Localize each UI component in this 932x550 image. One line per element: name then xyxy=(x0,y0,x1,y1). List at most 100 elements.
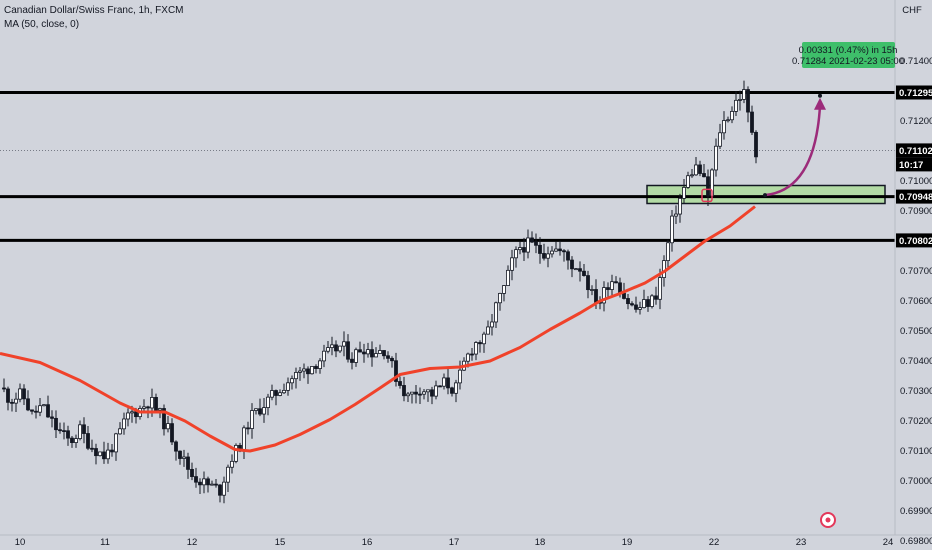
candle-body xyxy=(570,259,574,270)
candle-body xyxy=(558,248,562,252)
candle-body xyxy=(334,344,338,352)
candle-body xyxy=(154,397,158,411)
candle-body xyxy=(270,390,274,398)
candle-body xyxy=(234,444,238,462)
candle-body xyxy=(90,447,94,450)
candle-body xyxy=(490,321,494,328)
candle-body xyxy=(38,405,42,413)
candle-body xyxy=(338,345,342,352)
price-tag-lower-bg xyxy=(896,233,932,248)
price-tag-support: 0.70948 xyxy=(899,192,932,203)
candle-body xyxy=(210,483,214,486)
candle-body xyxy=(706,176,710,197)
candle-body xyxy=(310,366,314,375)
y-tick-label: 0.71000 xyxy=(900,176,932,187)
candle-body xyxy=(594,289,598,303)
candle-body xyxy=(54,417,58,431)
candle-body xyxy=(414,391,418,395)
x-tick-label: 12 xyxy=(187,537,198,548)
candle-body xyxy=(634,304,638,310)
candle-body xyxy=(694,164,698,176)
candle-body xyxy=(622,292,626,299)
candle-body xyxy=(378,350,382,354)
candle-body xyxy=(350,358,354,363)
candle-body xyxy=(194,476,198,483)
candle-body xyxy=(574,268,578,271)
candle-body xyxy=(22,388,26,400)
candle-body xyxy=(386,355,390,359)
candle-body xyxy=(306,368,310,375)
candle-body xyxy=(738,99,742,101)
y-tick-label: 0.70000 xyxy=(900,476,932,487)
y-tick-label: 0.70400 xyxy=(900,356,932,367)
candle-body xyxy=(122,418,126,430)
y-tick-label: 0.69900 xyxy=(900,506,932,517)
candle-body xyxy=(718,132,722,147)
candle-body xyxy=(26,398,30,411)
candle-body xyxy=(374,353,378,358)
candle-body xyxy=(302,368,306,372)
candle-body xyxy=(118,428,122,435)
x-tick-label: 16 xyxy=(362,537,373,548)
candle-body xyxy=(730,111,734,121)
y-tick-label: 0.70300 xyxy=(900,386,932,397)
candle-body xyxy=(442,377,446,387)
candle-body xyxy=(734,99,738,112)
candle-body xyxy=(250,410,254,429)
candle-body xyxy=(106,449,110,460)
candle-body xyxy=(354,349,358,363)
x-tick-label: 17 xyxy=(449,537,460,548)
price-tag-countdown-bg xyxy=(896,157,932,172)
candle-body xyxy=(18,388,22,400)
candle-body xyxy=(62,430,66,433)
candle-body xyxy=(422,391,426,395)
candle-body xyxy=(642,299,646,309)
candle-body xyxy=(470,353,474,356)
candle-body xyxy=(514,249,518,259)
candle-body xyxy=(202,478,206,486)
candle-body xyxy=(418,393,422,396)
projection-arrow xyxy=(764,105,822,197)
candle-body xyxy=(690,174,694,177)
candle-body xyxy=(654,295,658,300)
candle-body xyxy=(446,377,450,389)
candle-body xyxy=(30,409,34,412)
candle-body xyxy=(86,433,90,449)
candle-body xyxy=(638,307,642,310)
candle-body xyxy=(10,401,14,404)
candle-body xyxy=(174,441,178,452)
candle-body xyxy=(510,257,514,271)
candle-body xyxy=(282,389,286,394)
candle-body xyxy=(726,119,730,122)
candle-body xyxy=(150,397,154,409)
candle-body xyxy=(454,382,458,394)
candle-body xyxy=(342,341,346,347)
candle-body xyxy=(322,350,326,362)
price-tag-resistance: 0.71295 xyxy=(899,88,932,99)
y-tick-label: 0.70100 xyxy=(900,446,932,457)
candle-body xyxy=(162,408,166,430)
settings-icon[interactable] xyxy=(820,512,836,528)
candle-body xyxy=(158,408,162,411)
candle-body xyxy=(486,326,490,335)
candle-body xyxy=(370,349,374,358)
candle-body xyxy=(358,349,362,353)
candle-body xyxy=(262,407,266,415)
candle-body xyxy=(434,385,438,397)
candle-body xyxy=(450,387,454,394)
candle-body xyxy=(550,250,554,255)
y-tick-label: 0.71400 xyxy=(900,56,932,67)
candle-body xyxy=(410,391,414,395)
candle-body xyxy=(170,423,174,443)
candle-body xyxy=(602,287,606,304)
candle-body xyxy=(494,302,498,323)
candle-body xyxy=(466,353,470,362)
y-tick-label: 0.70600 xyxy=(900,296,932,307)
candle-body xyxy=(626,298,630,305)
candle-body xyxy=(114,433,118,453)
candle-body xyxy=(46,404,50,418)
candle-body xyxy=(258,408,262,415)
candle-body xyxy=(278,392,282,396)
